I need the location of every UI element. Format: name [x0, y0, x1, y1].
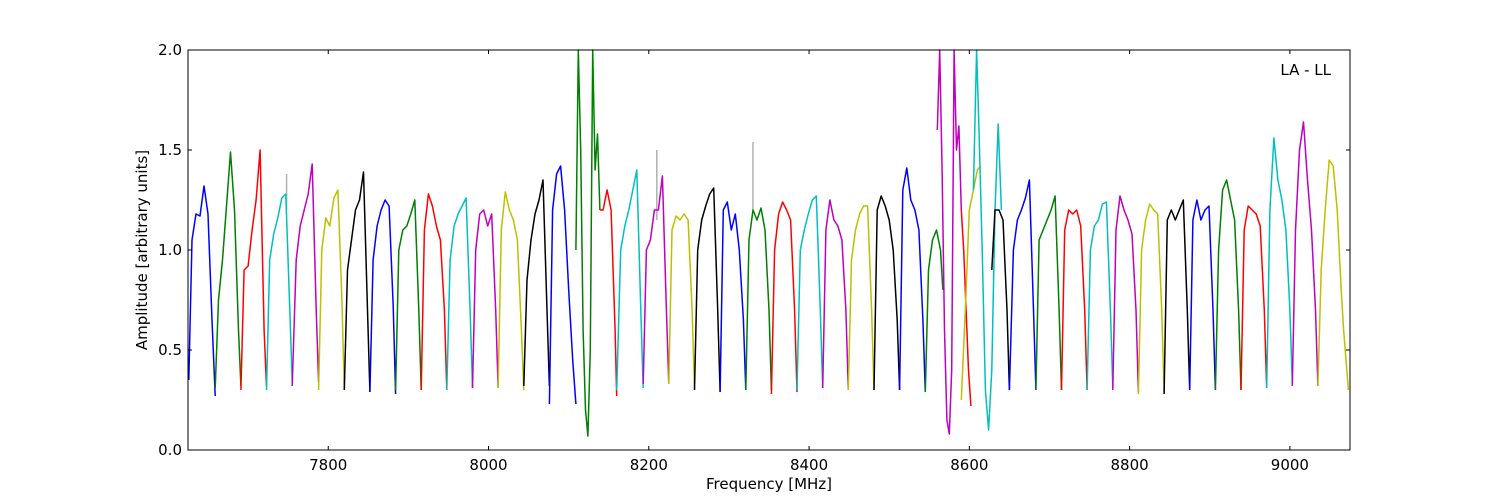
series-line-7	[369, 199, 397, 395]
series-line-41	[1163, 199, 1191, 395]
series-line-45	[1265, 137, 1294, 389]
series-line-5	[317, 189, 346, 391]
annotation-label: LA - LL	[1280, 61, 1331, 79]
x-tick-label: 8200	[630, 456, 668, 474]
series-line-47	[1317, 159, 1350, 391]
series-line-3	[265, 193, 293, 391]
series-line-6	[343, 171, 371, 393]
y-tick-label: 1.5	[158, 141, 182, 159]
series-line-23	[770, 201, 798, 395]
x-tick-label: 8400	[790, 456, 828, 474]
series-line-31	[960, 209, 972, 407]
x-tick-label: 8800	[1111, 456, 1149, 474]
series-line-0	[188, 185, 216, 397]
series-line-30	[936, 49, 963, 435]
series-line-40	[1137, 203, 1165, 395]
x-tick-label: 7800	[309, 456, 347, 474]
series-line-18	[642, 175, 670, 385]
series-line-2	[240, 149, 268, 391]
series-line-42	[1188, 199, 1217, 391]
y-axis-title: Amplitude [arbitrary units]	[133, 150, 151, 350]
x-axis-title: Frequency [MHz]	[706, 475, 832, 493]
series-line-16	[599, 189, 618, 397]
series-line-39	[1112, 195, 1140, 393]
series-line-33	[972, 49, 1003, 431]
series-line-17	[615, 169, 644, 391]
series-line-43	[1214, 179, 1242, 391]
y-tick-label: 2.0	[158, 41, 182, 59]
series-line-20	[693, 187, 721, 393]
series-line-24	[796, 195, 824, 391]
y-tick-label: 1.0	[158, 241, 182, 259]
x-tick-label: 9000	[1271, 456, 1309, 474]
series-line-44	[1240, 205, 1268, 391]
series-line-13	[523, 179, 551, 387]
series-line-37	[1060, 209, 1088, 391]
y-tick-label: 0.0	[158, 441, 182, 459]
y-tick-label: 0.5	[158, 341, 182, 359]
plot-series-group	[188, 49, 1350, 437]
series-line-35	[1008, 179, 1037, 391]
series-line-22	[745, 207, 773, 391]
x-axis-ticks: 7800 8000 8200 8400 8600 8800 9000	[309, 50, 1309, 474]
series-line-19	[668, 213, 696, 391]
series-line-36	[1035, 195, 1063, 391]
y-axis-ticks: 0.0 0.5 1.0 1.5 2.0	[158, 41, 1350, 459]
series-line-32	[960, 165, 982, 401]
series-line-27	[873, 195, 901, 391]
x-tick-label: 8000	[469, 456, 507, 474]
series-line-25	[821, 199, 850, 391]
series-line-15	[575, 49, 601, 437]
series-line-29	[924, 229, 944, 393]
series-line-11	[471, 209, 499, 389]
x-tick-label: 8600	[950, 456, 988, 474]
plot-frame	[187, 49, 1351, 451]
series-line-21	[719, 201, 747, 393]
series-line-28	[898, 167, 927, 393]
series-line-12	[497, 191, 525, 391]
series-line-26	[847, 205, 875, 391]
series-line-34	[991, 209, 1011, 391]
series-line-8	[394, 199, 422, 391]
series-line-38	[1086, 201, 1114, 391]
series-line-14	[548, 165, 577, 405]
series-line-1	[214, 151, 242, 389]
series-line-10	[446, 197, 474, 391]
series-line-9	[420, 193, 448, 391]
series-line-4	[291, 163, 320, 387]
series-line-46	[1291, 121, 1319, 387]
